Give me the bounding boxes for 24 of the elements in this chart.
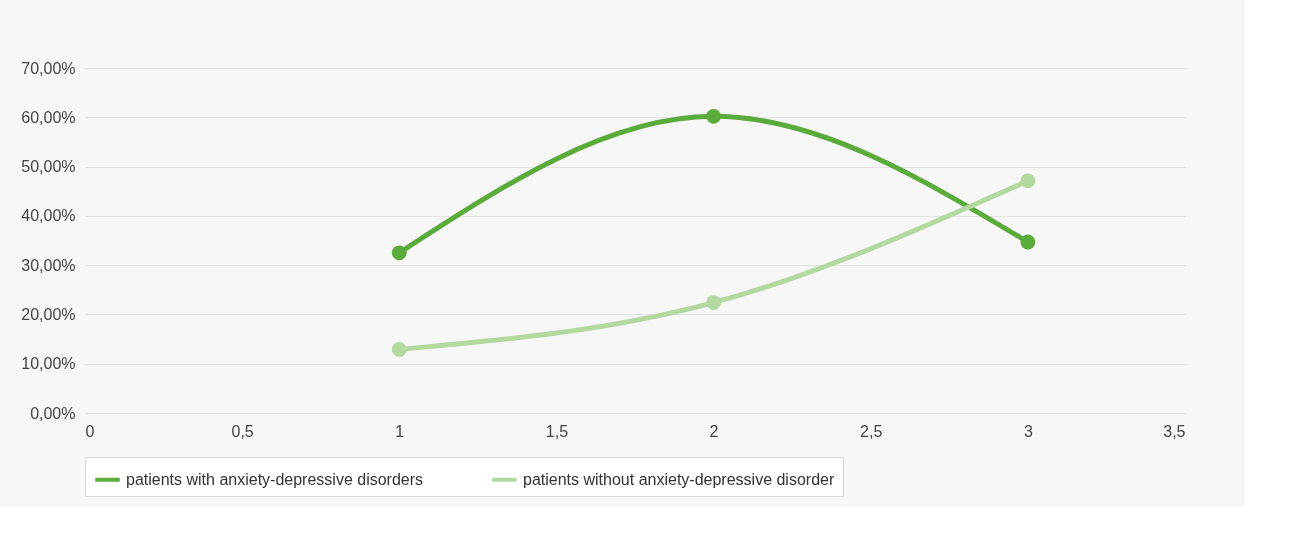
y-tick-label: 10,00%	[21, 355, 76, 373]
x-tick-label: 2	[709, 422, 719, 440]
x-tick-label: 3	[1023, 422, 1033, 440]
y-tick-label: 40,00%	[21, 207, 76, 225]
legend-label: patients with anxiety-depressive disorders	[126, 470, 424, 488]
point	[706, 295, 721, 310]
point	[391, 342, 407, 357]
x-tick-label: 0,5	[231, 422, 254, 440]
y-tick-label: 70,00%	[21, 59, 76, 77]
y-tick-label: 0,00%	[30, 404, 76, 422]
x-tick-label: 2,5	[860, 422, 883, 440]
y-tick-label: 30,00%	[21, 256, 76, 274]
y-tick-label: 20,00%	[21, 305, 76, 323]
x-tick-label: 1	[395, 422, 405, 440]
x-tick-label: 3,5	[1163, 422, 1186, 440]
x-tick-label: 0	[85, 422, 95, 440]
y-tick-label: 60,00%	[21, 108, 76, 126]
legend-label: patients without anxiety-depressive disorder	[523, 470, 835, 488]
point	[1020, 234, 1036, 250]
point	[1020, 173, 1036, 189]
y-tick-label: 50,00%	[21, 158, 76, 176]
point	[391, 245, 407, 261]
point	[706, 108, 721, 124]
x-tick-label: 1,5	[545, 422, 569, 440]
